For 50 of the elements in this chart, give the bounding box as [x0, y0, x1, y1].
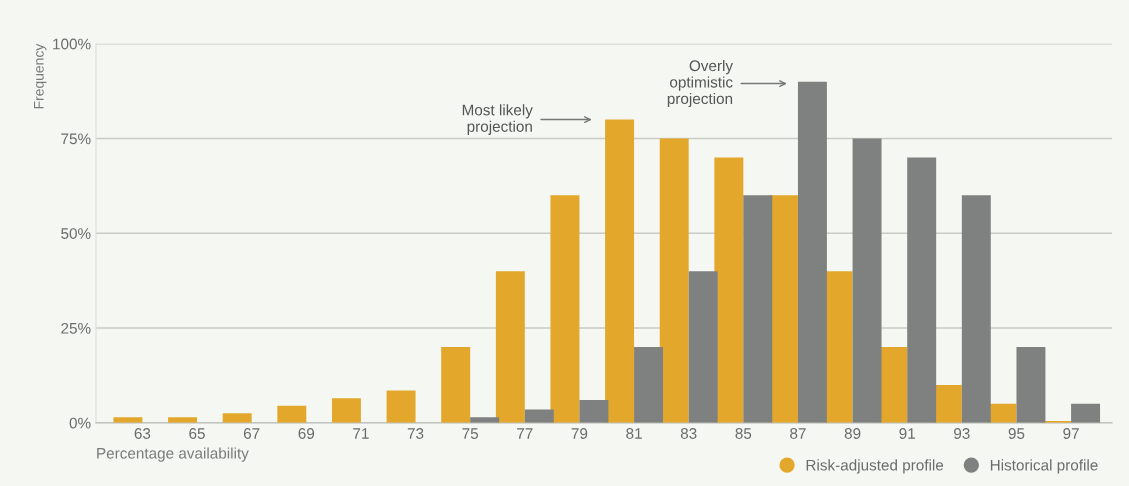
bar: [1071, 403, 1101, 423]
x-tick-label: 71: [353, 428, 369, 439]
y-tick-label: 0%: [69, 417, 91, 429]
bar: [688, 271, 718, 423]
bar: [659, 138, 689, 423]
y-tick-label: 75%: [61, 133, 91, 145]
annotation: Overly optimistic projection: [667, 59, 734, 108]
bar: [743, 195, 773, 423]
bar: [331, 398, 361, 423]
bar: [524, 409, 554, 423]
bar: [579, 400, 609, 423]
x-tick-label: 89: [844, 428, 861, 439]
bar: [1016, 347, 1046, 423]
y-tick-label: 25%: [61, 322, 91, 334]
x-tick-label: 65: [189, 428, 205, 439]
bar: [495, 271, 525, 423]
x-tick-label: 91: [899, 428, 915, 439]
x-tick-label: 75: [462, 428, 479, 439]
x-tick-label: 81: [626, 428, 642, 439]
bar: [550, 195, 580, 423]
y-axis-title: Frequency: [34, 43, 47, 109]
bar: [714, 157, 744, 423]
x-tick-label: 87: [790, 428, 806, 439]
x-tick-label: 69: [298, 428, 315, 439]
bar: [605, 119, 635, 423]
bar: [277, 405, 307, 423]
x-tick-label: 83: [680, 428, 697, 439]
bar: [634, 347, 664, 423]
bar: [797, 81, 827, 423]
x-tick-label: 79: [571, 428, 588, 439]
x-tick-label: 93: [954, 428, 970, 439]
x-axis-title: Percentage availability: [97, 447, 249, 462]
annotation: Most likely projection: [462, 104, 533, 135]
legend-label: Risk-adjusted profile: [806, 459, 944, 474]
x-tick-label: 85: [735, 428, 752, 439]
bar: [961, 195, 991, 423]
x-tick-label: 95: [1008, 428, 1025, 439]
x-tick-label: 63: [134, 428, 151, 439]
bar: [907, 157, 937, 423]
bar: [852, 138, 882, 423]
x-tick-label: 67: [243, 428, 260, 439]
bar: [441, 347, 471, 423]
legend-label: Historical profile: [990, 459, 1098, 474]
y-tick-label: 50%: [61, 228, 91, 239]
x-tick-label: 97: [1063, 428, 1079, 439]
bar: [222, 413, 252, 423]
bar: [386, 390, 416, 423]
x-tick-label: 73: [407, 428, 424, 439]
x-tick-label: 77: [517, 428, 533, 439]
y-tick-label: 100%: [53, 38, 91, 50]
